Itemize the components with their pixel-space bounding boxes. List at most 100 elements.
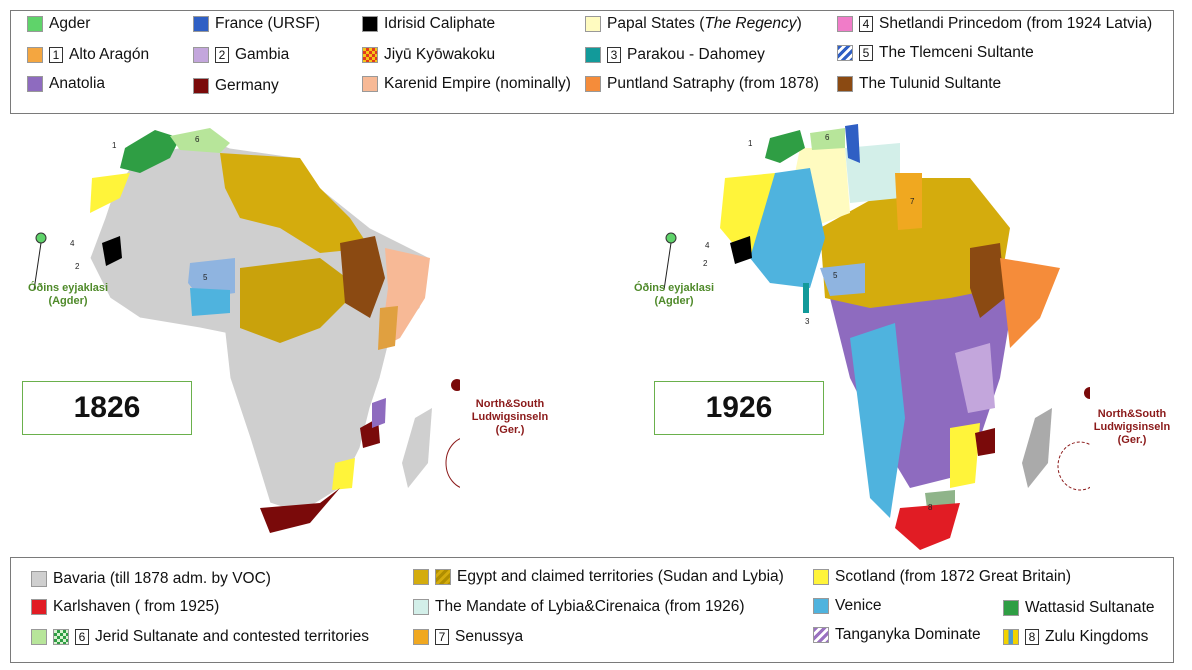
swatch-anatolia — [27, 76, 43, 92]
swatch-alto-aragon — [27, 47, 43, 63]
legend-entry-karlshaven: Karlshaven ( from 1925) — [31, 596, 219, 618]
region-karlshaven — [895, 503, 960, 550]
region-venice — [188, 258, 235, 298]
legend-entry-wattasid: Wattasid Sultanate — [1003, 597, 1155, 619]
swatch-bavaria — [31, 571, 47, 587]
legend-label: The Tulunid Sultante — [859, 75, 1002, 92]
legend-entry-shetlandi: 4 Shetlandi Princedom (from 1924 Latvia) — [837, 13, 1152, 35]
legend-label-italic: The Regency — [704, 15, 797, 32]
swatch-karlshaven — [31, 599, 47, 615]
map-1926: 1 6 7 4 2 5 3 8 — [663, 124, 1090, 550]
region-gambia-east — [955, 343, 995, 413]
legend-entry-papal-states: Papal States (The Regency) — [585, 13, 802, 35]
map-marker-1-right: 1 — [748, 139, 753, 148]
legend-label: Papal States ( — [607, 15, 705, 32]
year-box-1826: 1826 — [22, 381, 192, 435]
region-france — [845, 124, 860, 163]
swatch-puntland — [585, 76, 601, 92]
swatch-scotland — [813, 569, 829, 585]
region-egypt — [820, 178, 1010, 308]
region-germany-east-right — [975, 428, 995, 456]
legend-label: France (URSF) — [215, 15, 321, 32]
legend-entry-bavaria: Bavaria (till 1878 adm. by VOC) — [31, 568, 271, 590]
map-marker-6: 6 — [195, 135, 200, 144]
marker-agder-island-right — [665, 232, 677, 244]
legend-entry-venice: Venice — [813, 595, 882, 617]
legend-entry-lybia-mandate: The Mandate of Lybia&Cirenaica (from 192… — [413, 596, 745, 618]
region-parakou — [803, 283, 809, 313]
legend-label: Karlshaven ( from 1925) — [53, 598, 220, 615]
region-scotland-south — [332, 458, 355, 490]
legend-label: Shetlandi Princedom (from 1924 Latvia) — [879, 15, 1153, 32]
region-jiyu — [378, 306, 398, 350]
legend-label: Karenid Empire (nominally) — [384, 75, 571, 92]
swatch-france — [193, 16, 209, 32]
swatch-lybia-mandate — [413, 599, 429, 615]
legend-bottom: Bavaria (till 1878 adm. by VOC) Karlshav… — [10, 557, 1174, 663]
marker-number: 2 — [215, 47, 229, 63]
legend-entry-parakou: 3 Parakou - Dahomey — [585, 44, 765, 66]
legend-label: Alto Aragón — [69, 46, 150, 63]
legend-label: Bavaria (till 1878 adm. by VOC) — [53, 570, 271, 587]
legend-entry-zulu: 8 Zulu Kingdoms — [1003, 626, 1148, 648]
leader-agder-right — [663, 242, 672, 291]
legend-entry-jerid: 6 Jerid Sultanate and contested territor… — [31, 626, 369, 648]
region-idrisid — [102, 236, 122, 266]
region-venice-south-right — [850, 323, 905, 518]
legend-label: The Tlemceni Sultante — [879, 44, 1034, 61]
map-marker-2: 2 — [75, 262, 80, 271]
region-madagascar — [402, 408, 432, 488]
year-box-1926: 1926 — [654, 381, 824, 435]
marker-number: 6 — [75, 629, 89, 645]
leader-agder — [33, 242, 42, 291]
region-puntland — [1000, 258, 1060, 348]
legend-label: Wattasid Sultanate — [1025, 599, 1155, 616]
swatch-karenid — [362, 76, 378, 92]
legend-entry-france: France (URSF) — [193, 13, 320, 35]
legend-label: Puntland Satraphy (from 1878) — [607, 75, 819, 92]
region-venice-west — [750, 168, 825, 288]
map-marker-3-right: 3 — [805, 317, 810, 326]
swatch-jiyu — [362, 47, 378, 63]
region-wattasid — [120, 130, 180, 173]
legend-entry-tulunid: The Tulunid Sultante — [837, 73, 1001, 95]
legend-entry-gambia: 2 Gambia — [193, 44, 289, 66]
region-wattasid-right — [765, 130, 805, 163]
legend-label: Jerid Sultanate and contested territorie… — [95, 628, 369, 645]
map-marker-1: 1 — [112, 141, 117, 150]
swatch-venice — [813, 598, 829, 614]
legend-label: Senussya — [455, 628, 524, 645]
region-egypt-north — [220, 153, 370, 253]
swatch-jerid — [31, 629, 47, 645]
region-germany-south — [260, 488, 340, 533]
map-marker-4-right: 4 — [705, 241, 710, 250]
legend-label: Gambia — [235, 46, 290, 63]
region-jerid — [170, 128, 230, 153]
swatch-egypt-claimed — [435, 569, 451, 585]
faroe-label-right: Óðins eyjaklasi (Agder) — [633, 282, 715, 307]
map-marker-4: 4 — [70, 239, 75, 248]
region-egypt-central — [240, 258, 360, 343]
region-venice-south — [190, 288, 230, 316]
legend-label: Tanganyka Dominate — [835, 626, 981, 643]
region-anatolia — [372, 398, 386, 428]
region-idrisid-right — [730, 236, 752, 264]
region-tulunid — [340, 236, 385, 318]
ellipse-ludwig — [445, 438, 460, 488]
swatch-jerid-contested — [53, 629, 69, 645]
legend-entry-tanganyka: Tanganyka Dominate — [813, 624, 981, 646]
region-senussya — [895, 173, 922, 230]
legend-label: Zulu Kingdoms — [1045, 628, 1149, 645]
map-marker-6-right: 6 — [825, 133, 830, 142]
legend-entry-agder: Agder — [27, 13, 90, 35]
marker-number: 8 — [1025, 629, 1039, 645]
swatch-idrisid — [362, 16, 378, 32]
marker-ludwig-island — [451, 379, 460, 391]
legend-label: Egypt and claimed territories (Sudan and… — [457, 568, 784, 585]
legend-entry-tlemceni: 5 The Tlemceni Sultante — [837, 42, 1034, 64]
swatch-gambia — [193, 47, 209, 63]
legend-label: Jiyū Kyōwakoku — [384, 46, 496, 63]
swatch-germany — [193, 78, 209, 94]
legend-label: Scotland (from 1872 Great Britain) — [835, 568, 1072, 585]
region-jerid-right — [810, 128, 845, 150]
